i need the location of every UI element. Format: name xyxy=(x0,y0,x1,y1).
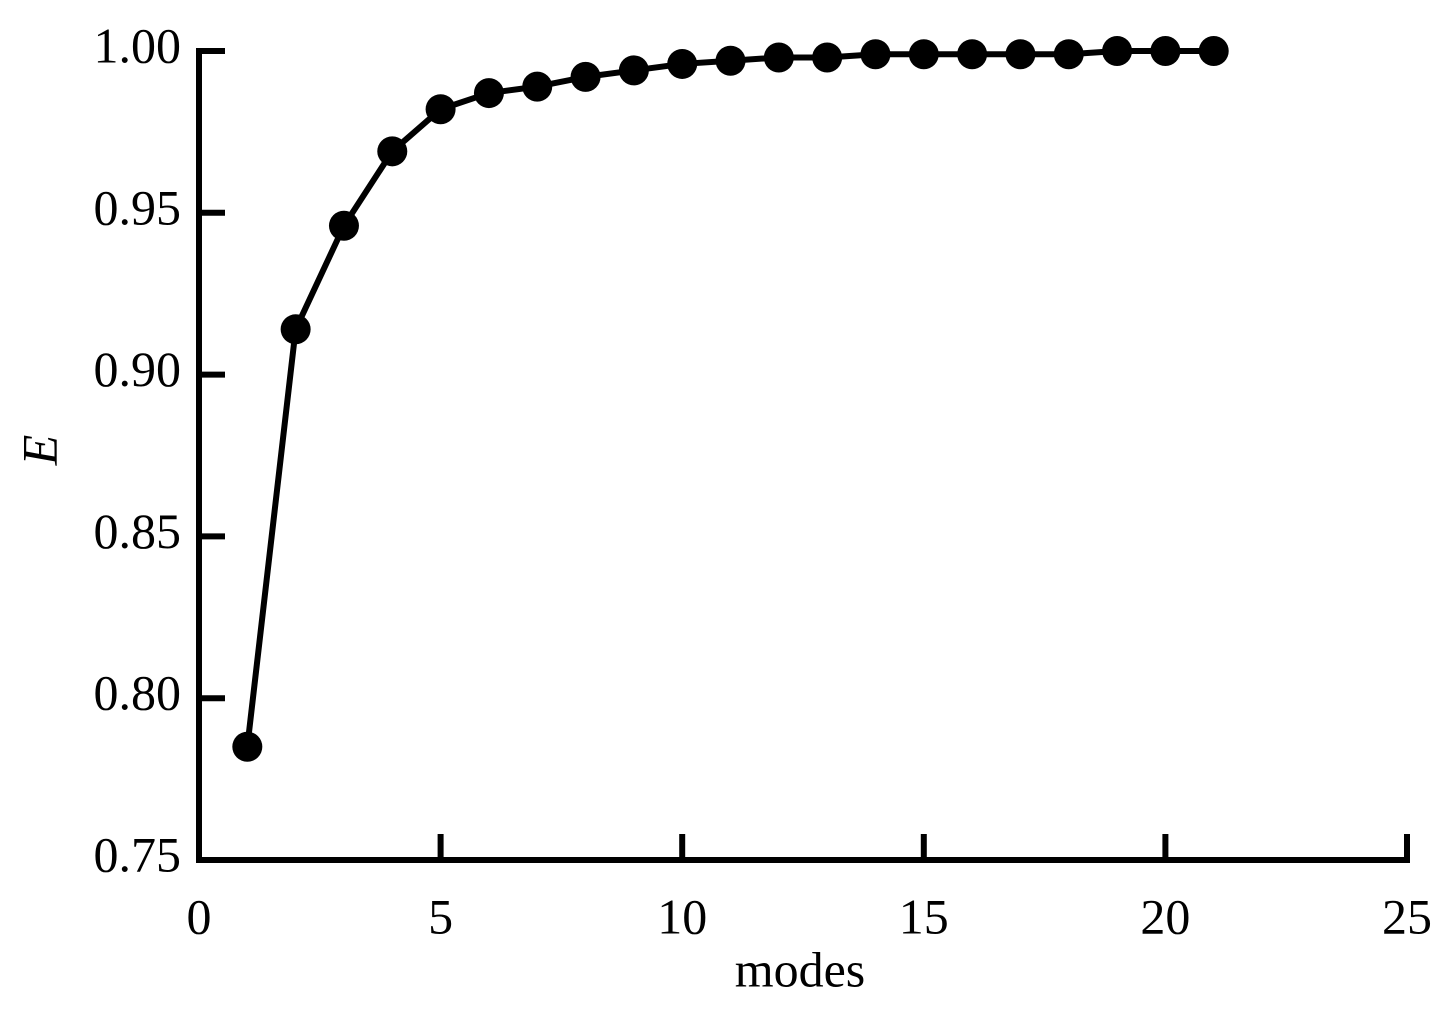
y-axis-label: E xyxy=(11,435,67,467)
data-point xyxy=(280,314,311,345)
x-tick-label: 25 xyxy=(1382,888,1432,944)
data-point xyxy=(328,210,359,241)
data-point xyxy=(522,71,553,102)
data-point xyxy=(1198,36,1229,66)
x-tick-label: 20 xyxy=(1140,888,1190,944)
y-tick-label: 0.85 xyxy=(94,503,182,559)
y-tick-label: 0.80 xyxy=(94,665,182,721)
data-point xyxy=(1102,36,1133,66)
x-tick-label: 10 xyxy=(657,888,707,944)
x-axis-label: modes xyxy=(735,941,866,997)
x-tick-label: 5 xyxy=(428,888,453,944)
y-tick-label: 0.75 xyxy=(94,826,182,882)
x-tick-label: 15 xyxy=(899,888,949,944)
data-point xyxy=(618,55,649,86)
y-tick-label: 1.00 xyxy=(94,17,182,73)
data-point xyxy=(473,78,504,109)
data-point xyxy=(232,731,263,762)
data-point xyxy=(812,42,843,73)
y-tick-label: 0.90 xyxy=(94,341,182,397)
data-point xyxy=(570,61,601,92)
data-point xyxy=(667,48,698,79)
data-point xyxy=(1150,36,1181,66)
data-point xyxy=(1053,39,1084,70)
data-point xyxy=(763,42,794,73)
data-point xyxy=(425,94,456,125)
data-point xyxy=(715,45,746,76)
data-point xyxy=(1005,39,1036,70)
data-point xyxy=(908,39,939,70)
data-point xyxy=(957,39,988,70)
x-tick-label: 0 xyxy=(187,888,212,944)
y-tick-label: 0.95 xyxy=(94,179,182,235)
data-point xyxy=(377,136,408,167)
data-point xyxy=(860,39,891,70)
